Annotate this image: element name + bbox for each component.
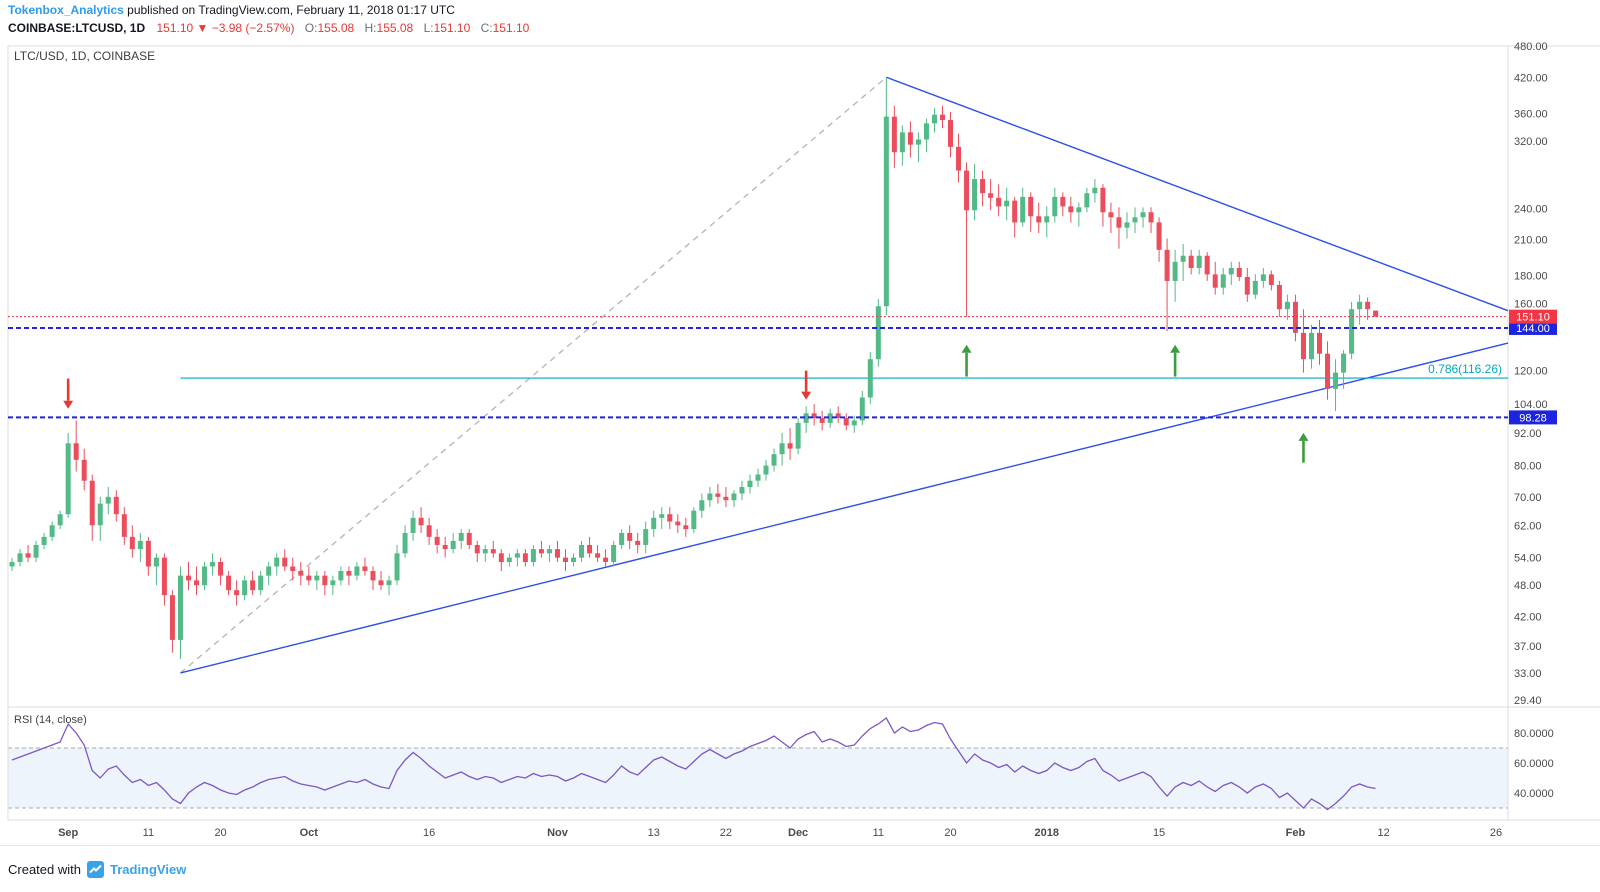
author-link[interactable]: Tokenbox_Analytics [8,3,124,17]
svg-text:0.786(116.26): 0.786(116.26) [1428,362,1502,376]
rsi-band [8,747,1508,809]
rsi-legend: RSI (14, close) [14,714,87,726]
low-value: L:151.10 [423,21,471,35]
open-value: O:155.08 [304,21,355,35]
svg-text:37.00: 37.00 [1514,641,1542,653]
svg-text:54.00: 54.00 [1514,553,1542,565]
created-with-label: Created with [8,861,81,877]
high-value: H:155.08 [364,21,414,35]
svg-text:12: 12 [1378,827,1390,839]
rsi-axis-labels: 80.0000 60.0000 40.0000 [1514,728,1554,800]
svg-text:Feb: Feb [1286,827,1306,839]
last-price: 151.10 [156,21,194,35]
chart-legend: LTC/USD, 1D, COINBASE [14,49,156,63]
price-change: ▼ −3.98 (−2.57%) [196,21,295,35]
trendlines [180,76,1509,674]
svg-text:98.28: 98.28 [1519,412,1547,424]
ticker-bar: COINBASE:LTCUSD, 1D 151.10 ▼ −3.98 (−2.5… [0,20,1600,38]
svg-text:210.00: 210.00 [1514,235,1548,247]
svg-text:92.00: 92.00 [1514,428,1542,440]
svg-text:320.00: 320.00 [1514,136,1548,148]
svg-text:26: 26 [1490,827,1502,839]
fib-level: 0.786(116.26) [180,362,1508,379]
chart-area[interactable]: 0.786(116.26) 144.00 98.28 151.10 480.00 420.… [0,38,1600,845]
svg-text:20: 20 [944,827,956,839]
svg-text:70.00: 70.00 [1514,492,1542,504]
svg-text:Sep: Sep [58,827,78,839]
time-axis-labels: Sep 11 20 Oct 16 Nov 13 22 Dec 11 20 2018 15 Feb 12 26 [58,827,1502,839]
svg-text:120.00: 120.00 [1514,366,1548,378]
candles [9,77,1379,660]
svg-text:22: 22 [720,827,732,839]
svg-text:160.00: 160.00 [1514,298,1548,310]
price-axis-labels: 480.00 420.00 360.00 320.00 240.00 210.00 180.… [1514,41,1548,707]
svg-text:151.10: 151.10 [1516,312,1550,324]
svg-text:Oct: Oct [300,827,319,839]
pane-borders [7,45,1600,821]
svg-text:80.00: 80.00 [1514,461,1542,473]
svg-text:104.00: 104.00 [1514,399,1548,411]
svg-text:11: 11 [873,827,884,839]
svg-text:144.00: 144.00 [1516,323,1550,335]
publish-bar: Tokenbox_Analytics published on TradingV… [0,0,1600,20]
svg-text:240.00: 240.00 [1514,203,1548,215]
svg-text:2018: 2018 [1035,827,1059,839]
svg-text:Nov: Nov [547,827,569,839]
svg-text:480.00: 480.00 [1514,41,1548,53]
tradingview-logo-icon[interactable] [86,860,104,878]
rsi-line [11,717,1376,811]
svg-text:80.0000: 80.0000 [1514,728,1554,740]
svg-text:29.40: 29.40 [1514,695,1542,707]
svg-text:60.0000: 60.0000 [1514,758,1554,770]
svg-text:48.00: 48.00 [1514,580,1542,592]
svg-text:20: 20 [214,827,226,839]
symbol-label: COINBASE:LTCUSD, 1D [8,21,146,35]
svg-text:420.00: 420.00 [1514,72,1548,84]
svg-text:Dec: Dec [788,827,808,839]
svg-text:42.00: 42.00 [1514,611,1542,623]
publish-info: published on TradingView.com, February 1… [123,3,455,17]
svg-text:33.00: 33.00 [1514,668,1542,680]
svg-text:11: 11 [143,827,154,839]
svg-text:13: 13 [648,827,660,839]
footer: Created with TradingView [0,845,1600,892]
signal-arrows [63,344,1309,463]
svg-text:62.00: 62.00 [1514,520,1542,532]
svg-text:15: 15 [1153,827,1165,839]
price-levels: 144.00 98.28 151.10 [8,309,1557,425]
price-chart-canvas[interactable]: 0.786(116.26) 144.00 98.28 151.10 480.00 420.… [0,38,1600,845]
svg-text:360.00: 360.00 [1514,108,1548,120]
close-value: C:151.10 [480,21,530,35]
svg-text:16: 16 [423,827,435,839]
svg-text:40.0000: 40.0000 [1514,788,1554,800]
svg-text:180.00: 180.00 [1514,271,1548,283]
tradingview-link[interactable]: TradingView [109,861,187,877]
